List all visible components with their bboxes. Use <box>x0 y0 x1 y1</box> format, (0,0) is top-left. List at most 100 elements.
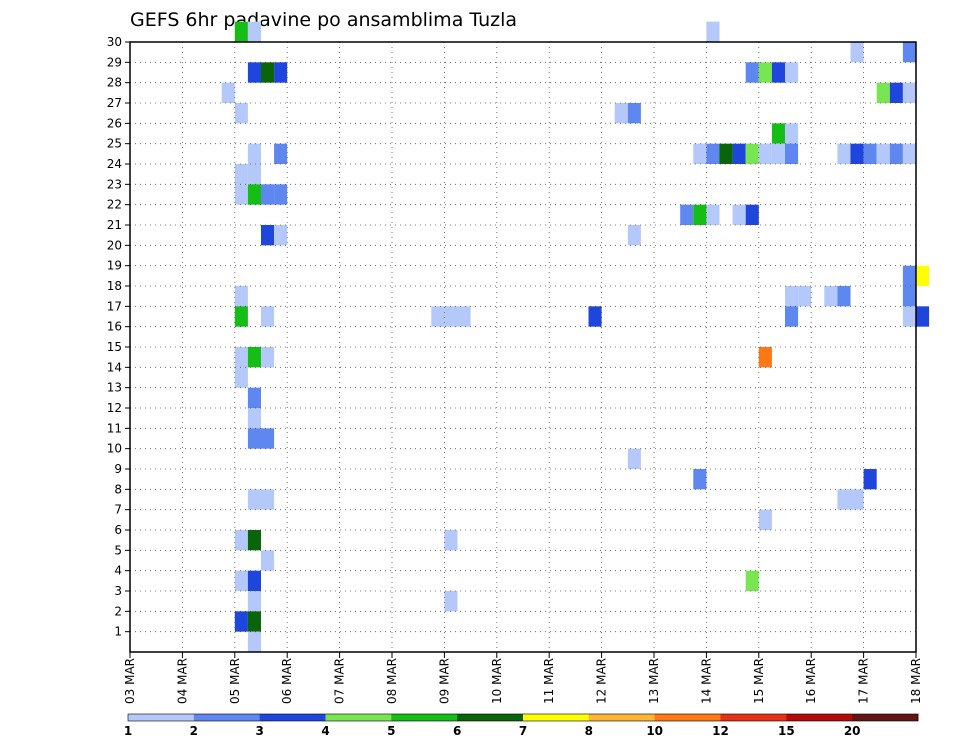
y-tick-label: 13 <box>107 381 122 395</box>
heatmap-cell <box>837 143 851 164</box>
heatmap-cell <box>457 306 471 327</box>
heatmap-cell <box>863 469 877 490</box>
colorbar-frame <box>127 713 919 722</box>
heatmap-cell <box>758 62 772 83</box>
heatmap-cell <box>837 286 851 307</box>
heatmap-cell <box>234 184 248 205</box>
heatmap-cell <box>261 550 275 571</box>
heatmap-cell <box>824 286 838 307</box>
x-tick-label: 13 MAR <box>647 658 661 704</box>
heatmap-cell <box>261 62 275 83</box>
heatmap-cell <box>274 143 288 164</box>
y-tick-label: 19 <box>107 259 122 273</box>
heatmap-cell <box>261 225 275 246</box>
y-tick-label: 6 <box>114 523 122 537</box>
x-tick-label: 18 MAR <box>909 658 923 704</box>
colorbar-label: 1 <box>124 724 132 738</box>
x-tick-label: 17 MAR <box>857 658 871 704</box>
heatmap-cell <box>889 82 903 103</box>
y-tick-label: 9 <box>114 462 122 476</box>
heatmap-cell <box>902 265 916 286</box>
heatmap-cell <box>902 286 916 307</box>
x-tick-label: 16 MAR <box>804 658 818 704</box>
heatmap-cell <box>247 387 261 408</box>
colorbar-segment <box>852 714 919 721</box>
heatmap-cell <box>234 611 248 632</box>
colorbar-label: 15 <box>778 724 795 738</box>
heatmap-cell <box>902 42 916 63</box>
y-tick-label: 26 <box>107 116 122 130</box>
heatmap-cell <box>261 306 275 327</box>
heatmap-cell <box>627 448 641 469</box>
heatmap-cell <box>261 347 275 368</box>
heatmap-cell <box>863 143 877 164</box>
heatmap-cell <box>706 21 720 42</box>
heatmap-cell <box>850 42 864 63</box>
heatmap-cell <box>876 82 890 103</box>
x-tick-label: 09 MAR <box>437 658 451 704</box>
colorbar-label: 10 <box>646 724 663 738</box>
heatmap-cell <box>234 530 248 551</box>
colorbar-label: 8 <box>585 724 593 738</box>
heatmap-cell <box>732 143 746 164</box>
y-tick-label: 18 <box>107 279 122 293</box>
heatmap-cell <box>247 489 261 510</box>
x-tick-label: 10 MAR <box>490 658 504 704</box>
y-tick-label: 15 <box>107 340 122 354</box>
heatmap-cell <box>247 530 261 551</box>
heatmap-cell <box>247 408 261 429</box>
heatmap-cell <box>234 103 248 124</box>
colorbar-label: 5 <box>387 724 395 738</box>
colorbar-segment <box>259 714 326 721</box>
heatmap-cell <box>431 306 445 327</box>
heatmap-cell <box>614 103 628 124</box>
x-tick-label: 14 MAR <box>699 658 713 704</box>
colorbar-label: 2 <box>190 724 198 738</box>
heatmap-cell <box>745 62 759 83</box>
y-axis: 1234567891011121314151617181920212223242… <box>107 35 130 639</box>
y-tick-label: 25 <box>107 137 122 151</box>
heatmap-cell <box>706 143 720 164</box>
x-tick-label: 15 MAR <box>752 658 766 704</box>
y-tick-label: 23 <box>107 177 122 191</box>
heatmap-cell <box>221 82 235 103</box>
heatmap-cell <box>771 143 785 164</box>
heatmap-cell <box>798 286 812 307</box>
y-tick-label: 27 <box>107 96 122 110</box>
colorbar-label: 3 <box>255 724 263 738</box>
x-tick-label: 08 MAR <box>385 658 399 704</box>
heatmap-cell <box>837 489 851 510</box>
y-tick-label: 24 <box>107 157 122 171</box>
heatmap-cell <box>234 367 248 388</box>
y-tick-label: 28 <box>107 76 122 90</box>
colorbar-segment <box>786 714 853 721</box>
y-tick-label: 1 <box>114 625 122 639</box>
heatmap-cell <box>274 62 288 83</box>
x-tick-label: 11 MAR <box>542 658 556 704</box>
heatmap-cell <box>758 509 772 530</box>
colorbar-segment <box>193 714 261 721</box>
heatmap-cell <box>234 164 248 185</box>
y-tick-label: 16 <box>107 320 122 334</box>
heatmap-cell <box>693 469 707 490</box>
heatmap-cell <box>850 143 864 164</box>
heatmap-cell <box>261 184 275 205</box>
heatmap-cell <box>916 265 930 286</box>
heatmap-cell <box>902 143 916 164</box>
heatmap-cell <box>902 306 916 327</box>
colorbar-label: 20 <box>844 724 861 738</box>
heatmap-cell <box>889 143 903 164</box>
heatmap-cell <box>247 164 261 185</box>
heatmap-cell <box>234 347 248 368</box>
heatmap-cell <box>916 306 930 327</box>
colorbar-label: 4 <box>321 724 329 738</box>
heatmap-cell <box>234 21 248 42</box>
heatmap-cell <box>588 306 602 327</box>
heatmap-cell <box>719 143 733 164</box>
heatmap-cell <box>247 21 261 42</box>
x-tick-label: 12 MAR <box>595 658 609 704</box>
x-tick-label: 07 MAR <box>333 658 347 704</box>
y-tick-label: 17 <box>107 299 122 313</box>
colorbar-segment <box>325 714 392 721</box>
